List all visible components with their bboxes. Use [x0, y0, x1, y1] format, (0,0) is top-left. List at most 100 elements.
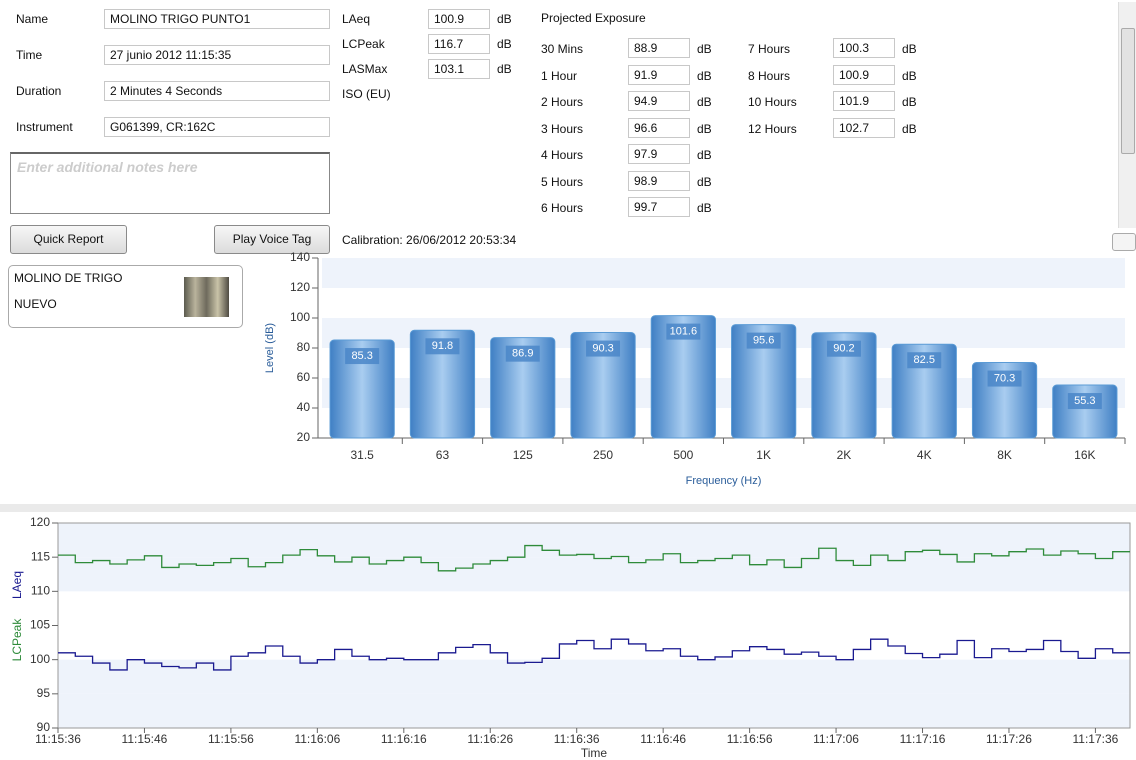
step-line: [58, 638, 1130, 671]
bar: [1052, 384, 1118, 439]
value-label: 85.3: [351, 350, 372, 362]
play-voice-tag-button[interactable]: Play Voice Tag: [214, 225, 330, 254]
value-label-box: [826, 340, 861, 357]
exposure-value: 102.7: [833, 117, 895, 138]
x-tick-label: 2K: [837, 448, 852, 462]
value-label: 101.6: [670, 326, 698, 338]
value-label-box: [987, 370, 1022, 387]
exposure-unit: dB: [697, 174, 712, 189]
value-label-box: [425, 338, 460, 355]
value-label: 91.8: [432, 340, 453, 352]
exposure-value: 98.9: [628, 170, 690, 191]
exposure-label: 10 Hours: [748, 95, 797, 109]
notes-box[interactable]: Enter additional notes here: [10, 152, 330, 214]
exposure-label: 7 Hours: [748, 42, 791, 56]
value-label-box: [907, 352, 942, 369]
exposure-unit: dB: [697, 121, 712, 136]
exposure-value: 100.3: [833, 38, 895, 58]
level-unit: dB: [497, 62, 512, 76]
quick-report-button[interactable]: Quick Report: [10, 225, 127, 254]
exposure-value: 101.9: [833, 91, 895, 111]
value-label-box: [505, 345, 540, 362]
value-label: 70.3: [994, 372, 1015, 384]
value-label-box: [586, 340, 621, 357]
y-tick-label: 120: [290, 280, 310, 294]
grid-band: [58, 523, 1130, 558]
bar: [329, 339, 395, 439]
x-tick-label: 11:17:26: [986, 732, 1032, 746]
exposure-unit: dB: [697, 68, 712, 83]
exposure-value: 96.6: [628, 117, 690, 138]
x-tick-label: 500: [673, 448, 693, 462]
level-unit: dB: [497, 37, 512, 51]
exposure-label: 6 Hours: [541, 201, 584, 215]
scrollbar[interactable]: [1118, 2, 1136, 228]
grid-band: [322, 258, 1125, 288]
x-tick-label: 11:17:06: [813, 732, 859, 746]
level-value: 100.9: [428, 9, 490, 29]
exposure-unit: dB: [902, 95, 917, 109]
value-label: 82.5: [914, 354, 935, 366]
x-tick-label: 11:16:36: [554, 732, 600, 746]
exposure-unit: dB: [697, 95, 712, 109]
scroll-thumb[interactable]: [1121, 28, 1135, 154]
exposure-value: 99.7: [628, 197, 690, 217]
y-tick-label: 100: [30, 652, 50, 666]
x-axis-label: Frequency (Hz): [686, 475, 762, 487]
level-label: ISO (EU): [342, 87, 391, 101]
x-tick-label: 125: [513, 448, 533, 462]
bar: [650, 315, 716, 439]
notes-placeholder: Enter additional notes here: [17, 159, 198, 175]
field-value: 27 junio 2012 11:15:35: [104, 45, 330, 65]
field-label: Time: [16, 48, 43, 62]
x-tick-label: 11:15:56: [208, 732, 254, 746]
location-line: MOLINO DE TRIGO: [14, 271, 123, 285]
value-label: 90.2: [833, 343, 854, 355]
grid-band: [58, 693, 1130, 728]
value-label: 55.3: [1074, 395, 1095, 407]
x-tick-label: 63: [436, 448, 450, 462]
exposure-value: 97.9: [628, 144, 690, 164]
exposure-value: 91.9: [628, 64, 690, 85]
exposure-value: 94.9: [628, 91, 690, 111]
value-label-box: [746, 332, 781, 349]
y-tick-label: 90: [37, 720, 51, 734]
y-tick-label: 95: [37, 686, 51, 700]
y-tick-label: 20: [297, 430, 311, 444]
exposure-label: 4 Hours: [541, 148, 584, 162]
x-tick-label: 16K: [1074, 448, 1095, 462]
exposure-unit: dB: [697, 42, 712, 56]
exposure-label: 1 Hour: [541, 68, 578, 83]
exposure-unit: dB: [697, 201, 712, 215]
y-axis-label: Level (dB): [264, 323, 276, 373]
level-label: LASMax: [342, 62, 388, 76]
level-value: 103.1: [428, 59, 490, 79]
level-label: LCPeak: [342, 37, 385, 51]
x-tick-label: 11:15:36: [35, 732, 81, 746]
step-line: [58, 544, 1130, 572]
x-tick-label: 11:16:56: [727, 732, 773, 746]
y-axis-label: LAeq: [10, 571, 24, 599]
field-value: MOLINO TRIGO PUNTO1: [104, 9, 330, 29]
x-tick-label: 8K: [997, 448, 1012, 462]
value-label-box: [345, 348, 380, 365]
exposure-unit: dB: [902, 42, 917, 56]
x-tick-label: 31.5: [350, 448, 374, 462]
field-label: Duration: [16, 84, 62, 98]
level-value: 116.7: [428, 34, 490, 54]
exposure-unit: dB: [902, 121, 917, 136]
location-card[interactable]: MOLINO DE TRIGO NUEVO: [8, 265, 243, 328]
exposure-label: 2 Hours: [541, 95, 584, 109]
value-label: 86.9: [512, 348, 533, 360]
x-tick-label: 11:17:36: [1073, 732, 1119, 746]
divider: [0, 504, 1136, 512]
y-tick-label: 60: [297, 370, 311, 384]
bar: [731, 324, 797, 439]
exposure-unit: dB: [697, 148, 712, 162]
x-tick-label: 11:16:16: [381, 732, 427, 746]
value-label-box: [1067, 393, 1102, 410]
x-tick-label: 11:15:46: [122, 732, 168, 746]
exposure-unit: dB: [902, 68, 917, 83]
exposure-label: 3 Hours: [541, 121, 584, 136]
level-label: LAeq: [342, 12, 371, 26]
